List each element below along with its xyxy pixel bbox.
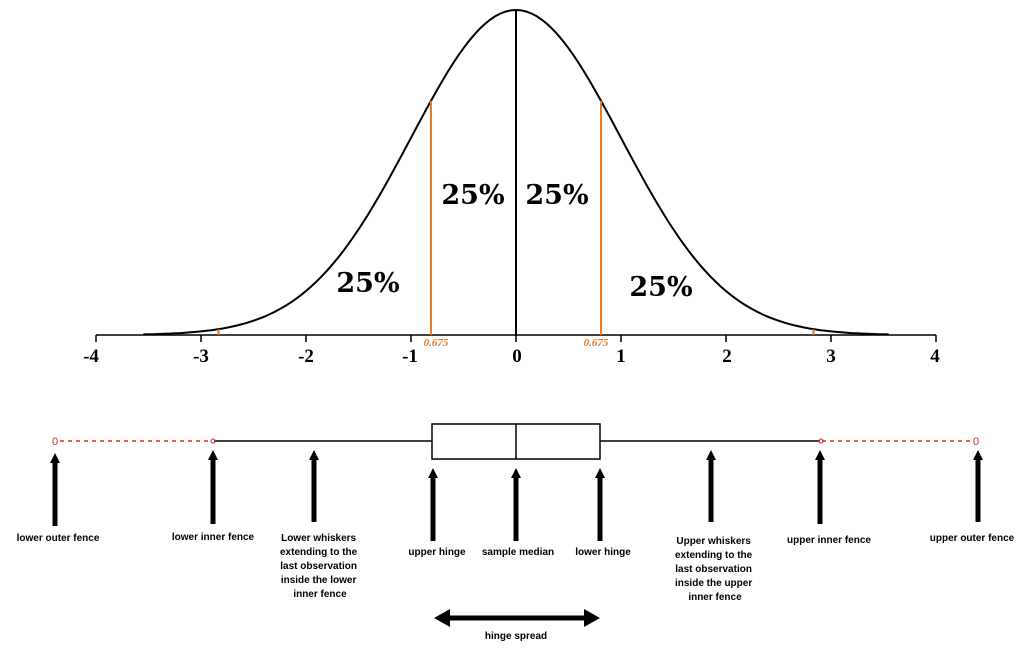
upper-inner-fence-dot [818, 438, 824, 444]
box-plot-section: 0 0 hinge spread lower outer fence l [17, 423, 1015, 642]
normal-curve-section: -4 -3 -2 -1 0 1 2 3 4 0.675 0.675 25% 25… [83, 8, 940, 367]
percent-label-inner-left: 25% [441, 180, 504, 211]
tick-label: 2 [722, 346, 732, 367]
tick-label: -1 [402, 346, 418, 367]
caption-lower-whiskers: Lower whiskers extending to the last obs… [280, 533, 360, 600]
tick-label: 3 [826, 346, 836, 367]
upper-quartile-label: 0.675 [584, 337, 609, 349]
caption-upper-inner-fence: upper inner fence [787, 535, 871, 546]
caption-lower-hinge: lower hinge [575, 547, 631, 558]
tick-label: -4 [83, 346, 99, 367]
tick-label: 4 [930, 346, 940, 367]
percent-label-inner-right: 25% [525, 180, 588, 211]
tick-label: -2 [298, 346, 314, 367]
tick-label: 1 [616, 346, 626, 367]
hinge-spread-arrow [434, 609, 600, 627]
lower-outer-fence-marker: 0 [52, 436, 58, 448]
tick-label: 0 [512, 346, 522, 367]
caption-lower-inner-fence: lower inner fence [172, 532, 255, 543]
hinge-spread-label: hinge spread [485, 631, 547, 642]
caption-upper-outer-fence: upper outer fence [930, 533, 1015, 544]
caption-lower-outer-fence: lower outer fence [17, 533, 100, 544]
x-axis-ticks [95, 335, 937, 342]
upper-outer-fence-marker: 0 [973, 436, 979, 448]
caption-upper-whiskers: Upper whiskers extending to the last obs… [675, 536, 755, 603]
percent-label-outer-left: 25% [336, 268, 399, 299]
tick-label: -3 [193, 346, 209, 367]
lower-quartile-label: 0.675 [424, 337, 449, 349]
lower-inner-fence-dot [210, 438, 216, 444]
caption-upper-hinge: upper hinge [408, 547, 466, 558]
x-axis-tick-labels: -4 -3 -2 -1 0 1 2 3 4 [83, 346, 940, 367]
caption-sample-median: sample median [482, 547, 554, 558]
pointer-arrows [50, 450, 983, 541]
percent-label-outer-right: 25% [629, 272, 692, 303]
